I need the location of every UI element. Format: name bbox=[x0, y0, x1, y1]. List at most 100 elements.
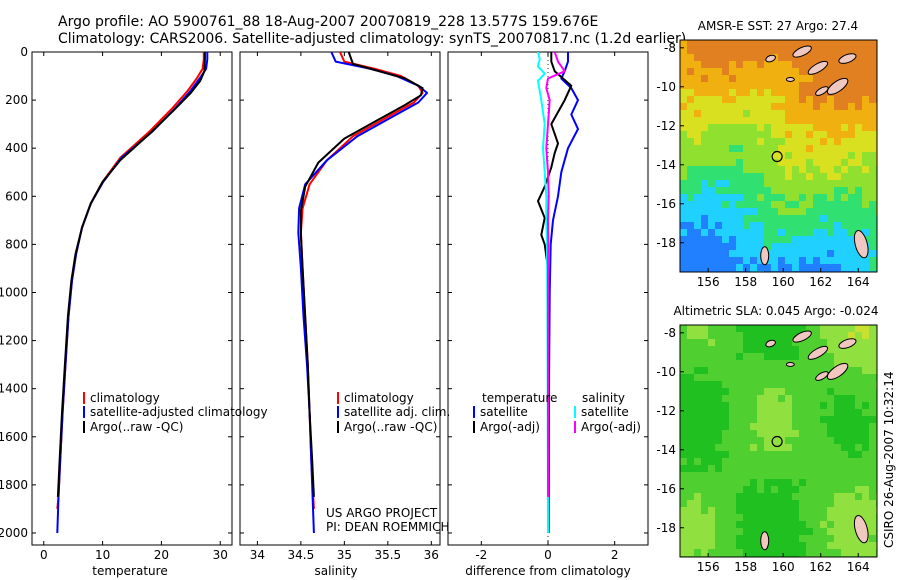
map-cell bbox=[820, 465, 828, 473]
map-cell bbox=[848, 215, 856, 223]
map-cell bbox=[806, 430, 814, 438]
map-cell bbox=[701, 444, 709, 452]
map-cell bbox=[855, 257, 863, 265]
map-cell bbox=[848, 486, 856, 494]
map-cell bbox=[750, 437, 758, 445]
map-cell bbox=[708, 430, 716, 438]
map-cell bbox=[834, 61, 842, 69]
map-cell bbox=[750, 542, 758, 550]
map-cell bbox=[750, 173, 758, 181]
map-cell bbox=[750, 243, 758, 251]
map-cell bbox=[855, 215, 863, 223]
map-cell bbox=[771, 61, 779, 69]
map-cell bbox=[729, 54, 737, 62]
map-cell bbox=[701, 145, 709, 153]
map-cell bbox=[743, 416, 751, 424]
map-cell bbox=[792, 215, 800, 223]
map-cell bbox=[736, 325, 744, 333]
map-cell bbox=[722, 339, 730, 347]
map-cell bbox=[862, 215, 870, 223]
map-cell bbox=[778, 542, 786, 550]
map-cell bbox=[869, 173, 877, 181]
map-cell bbox=[680, 82, 688, 90]
map-cell bbox=[722, 395, 730, 403]
map-cell bbox=[848, 222, 856, 230]
map-cell bbox=[827, 388, 835, 396]
map-cell bbox=[708, 96, 716, 104]
map-cell bbox=[729, 360, 737, 368]
map-cell bbox=[862, 451, 870, 459]
map-cell bbox=[778, 229, 786, 237]
map-cell bbox=[862, 159, 870, 167]
map-cell bbox=[687, 444, 695, 452]
y-tick-label: 1200 bbox=[0, 334, 28, 348]
temperature-xlabel: temperature bbox=[92, 564, 167, 578]
map-cell bbox=[687, 96, 695, 104]
map-cell bbox=[820, 173, 828, 181]
map-cell bbox=[792, 124, 800, 132]
map-cell bbox=[750, 201, 758, 209]
map-cell bbox=[806, 388, 814, 396]
map-cell bbox=[694, 222, 702, 230]
map-cell bbox=[680, 103, 688, 111]
map-cell bbox=[757, 332, 765, 340]
map-cell bbox=[841, 346, 849, 354]
map-cell bbox=[785, 367, 793, 375]
map-cell bbox=[827, 152, 835, 160]
map-cell bbox=[848, 257, 856, 265]
map-cell bbox=[792, 339, 800, 347]
map-cell bbox=[785, 201, 793, 209]
timestamp-note: CSIRO 26-Aug-2007 10:32:14 bbox=[882, 372, 896, 548]
map-cell bbox=[687, 124, 695, 132]
map-cell bbox=[715, 96, 723, 104]
map-cell bbox=[820, 339, 828, 347]
map-cell bbox=[694, 236, 702, 244]
map-cell bbox=[757, 103, 765, 111]
map-cell bbox=[750, 138, 758, 146]
map-cell bbox=[792, 381, 800, 389]
map-cell bbox=[806, 117, 814, 125]
map-cell bbox=[806, 325, 814, 333]
map-cell bbox=[792, 152, 800, 160]
map-cell bbox=[827, 381, 835, 389]
map-cell bbox=[757, 257, 765, 265]
map-cell bbox=[687, 507, 695, 515]
map-cell bbox=[750, 194, 758, 202]
map-cell bbox=[778, 68, 786, 76]
map-cell bbox=[708, 208, 716, 216]
map-cell bbox=[813, 75, 821, 83]
map-cell bbox=[736, 374, 744, 382]
map-cell bbox=[771, 40, 779, 48]
map-cell bbox=[862, 145, 870, 153]
map-cell bbox=[806, 409, 814, 417]
map-cell bbox=[771, 535, 779, 543]
map-cell bbox=[771, 444, 779, 452]
map-cell bbox=[869, 388, 877, 396]
map-cell bbox=[750, 346, 758, 354]
map-cell bbox=[764, 444, 772, 452]
map-cell bbox=[750, 507, 758, 515]
map-cell bbox=[708, 339, 716, 347]
map-cell bbox=[701, 187, 709, 195]
island-shape bbox=[792, 330, 812, 343]
map-cell bbox=[792, 194, 800, 202]
map-cell bbox=[869, 54, 877, 62]
map-cell bbox=[722, 250, 730, 258]
map-cell bbox=[764, 89, 772, 97]
map-cell bbox=[862, 54, 870, 62]
map-cell bbox=[715, 395, 723, 403]
map-cell bbox=[869, 500, 877, 508]
map-cell bbox=[869, 96, 877, 104]
map-cell bbox=[862, 409, 870, 417]
map-cell bbox=[778, 486, 786, 494]
map-cell bbox=[687, 131, 695, 139]
map-cell bbox=[687, 40, 695, 48]
map-cell bbox=[764, 388, 772, 396]
island-shape bbox=[792, 45, 812, 58]
map-cell bbox=[869, 332, 877, 340]
map-cell bbox=[806, 528, 814, 536]
map-cell bbox=[764, 152, 772, 160]
map-cell bbox=[687, 68, 695, 76]
map-cell bbox=[785, 145, 793, 153]
map-cell bbox=[834, 152, 842, 160]
